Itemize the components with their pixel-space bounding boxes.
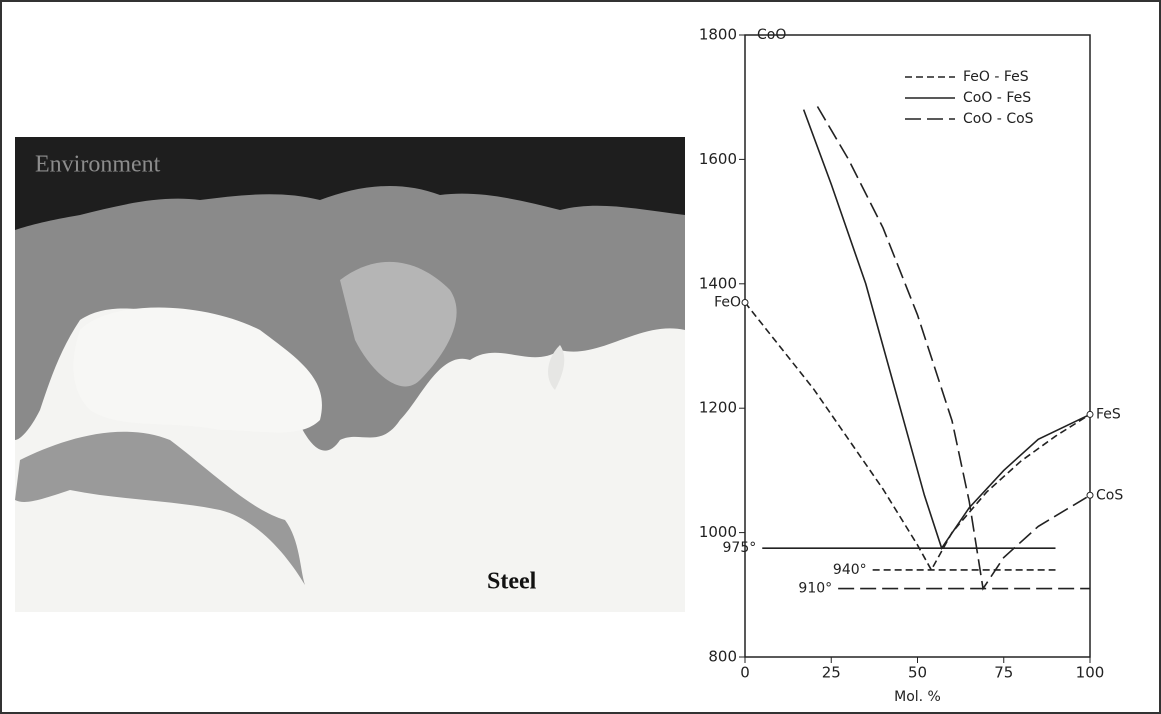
point-label: FeO: [714, 294, 741, 310]
figure-svg: Environment Steel 8001000120014001600180…: [0, 0, 1161, 714]
x-tick-label: 50: [908, 664, 927, 682]
y-tick-label: 1400: [699, 274, 737, 292]
legend-label: CoO - CoS: [963, 111, 1034, 127]
y-tick-label: 1800: [699, 26, 737, 44]
x-tick-label: 75: [994, 664, 1013, 682]
eutectic-label: 940°: [833, 562, 867, 578]
eutectic-label: 975°: [723, 540, 757, 556]
x-tick-label: 100: [1076, 664, 1105, 682]
y-tick-label: 1600: [699, 150, 737, 168]
micrograph: Environment Steel: [15, 137, 685, 612]
point-label: CoS: [1096, 487, 1123, 503]
x-tick-label: 25: [822, 664, 841, 682]
steel-label: Steel: [487, 569, 537, 595]
end-point: [1087, 411, 1093, 417]
legend-label: FeO - FeS: [963, 69, 1029, 85]
point-label: FeS: [1096, 406, 1121, 422]
figure: Environment Steel 8001000120014001600180…: [0, 0, 1161, 714]
environment-label: Environment: [35, 152, 161, 178]
y-tick-label: 1200: [699, 399, 737, 417]
eutectic-label: 910°: [798, 581, 832, 597]
end-point: [742, 299, 748, 305]
x-tick-label: 0: [740, 664, 750, 682]
legend-label: CoO - FeS: [963, 90, 1031, 106]
y-tick-label: 800: [708, 648, 737, 666]
end-point: [1087, 492, 1093, 498]
point-label: CoO: [757, 27, 786, 43]
x-axis-label: Mol. %: [894, 689, 941, 705]
y-tick-label: 1000: [699, 523, 737, 541]
